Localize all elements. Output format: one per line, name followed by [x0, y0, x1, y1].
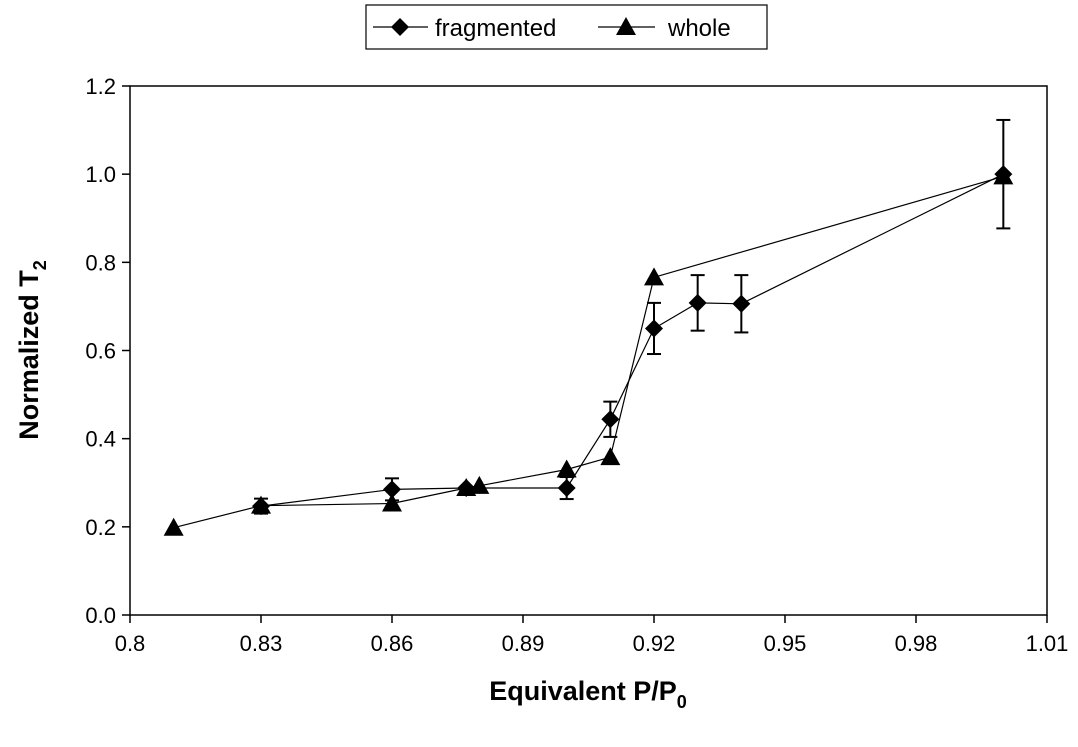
x-tick-label: 0.92 — [633, 631, 676, 656]
point-fragmented — [688, 293, 707, 312]
legend-whole-triangle — [616, 17, 636, 35]
x-axis-title: Equivalent P/P0 — [489, 676, 687, 712]
point-fragmented — [601, 410, 620, 429]
x-tick-label: 1.01 — [1026, 631, 1069, 656]
y-tick-label: 0.4 — [85, 427, 116, 452]
legend-whole-label: whole — [667, 15, 731, 42]
point-whole — [644, 267, 664, 286]
x-axis-ticks: 0.8 0.83 0.86 0.89 0.92 0.95 0.98 1.01 — [115, 615, 1069, 656]
x-tick-label: 0.98 — [895, 631, 938, 656]
x-tick-label: 0.86 — [371, 631, 414, 656]
point-whole — [251, 495, 271, 514]
legend-fragmented-label: fragmented — [435, 15, 556, 42]
legend: fragmented whole — [365, 4, 768, 50]
point-whole — [556, 459, 577, 478]
point-whole — [469, 475, 490, 494]
y-tick-label: 1.2 — [85, 74, 116, 99]
y-tick-label: 0.8 — [85, 250, 116, 275]
y-tick-label: 0.6 — [85, 339, 116, 364]
y-axis-title: Normalized T2 — [14, 260, 50, 440]
y-tick-label: 0.0 — [85, 603, 116, 628]
series-lines — [173, 173, 1004, 529]
legend-box — [365, 4, 768, 50]
y-axis-ticks: 0.0 0.2 0.4 0.6 0.8 1.0 1.2 — [85, 74, 130, 628]
x-tick-label: 0.8 — [115, 631, 146, 656]
point-whole — [600, 447, 621, 466]
x-tick-label: 0.89 — [502, 631, 545, 656]
point-fragmented — [557, 479, 576, 498]
point-whole — [163, 517, 184, 536]
plot-area — [129, 85, 1048, 616]
point-whole — [382, 493, 402, 512]
point-whole — [993, 166, 1014, 185]
x-tick-label: 0.95 — [764, 631, 807, 656]
x-tick-label: 0.83 — [240, 631, 283, 656]
data-markers — [163, 165, 1014, 536]
point-fragmented — [383, 480, 401, 499]
point-fragmented — [645, 319, 663, 338]
series-line-whole — [173, 175, 1004, 529]
series-line-fragmented — [260, 173, 1004, 507]
point-fragmented — [732, 294, 751, 313]
legend-fragmented-diamond — [391, 18, 409, 36]
error-bars — [254, 118, 1011, 515]
y-tick-label: 0.2 — [85, 515, 116, 540]
y-tick-label: 1.0 — [85, 162, 116, 187]
